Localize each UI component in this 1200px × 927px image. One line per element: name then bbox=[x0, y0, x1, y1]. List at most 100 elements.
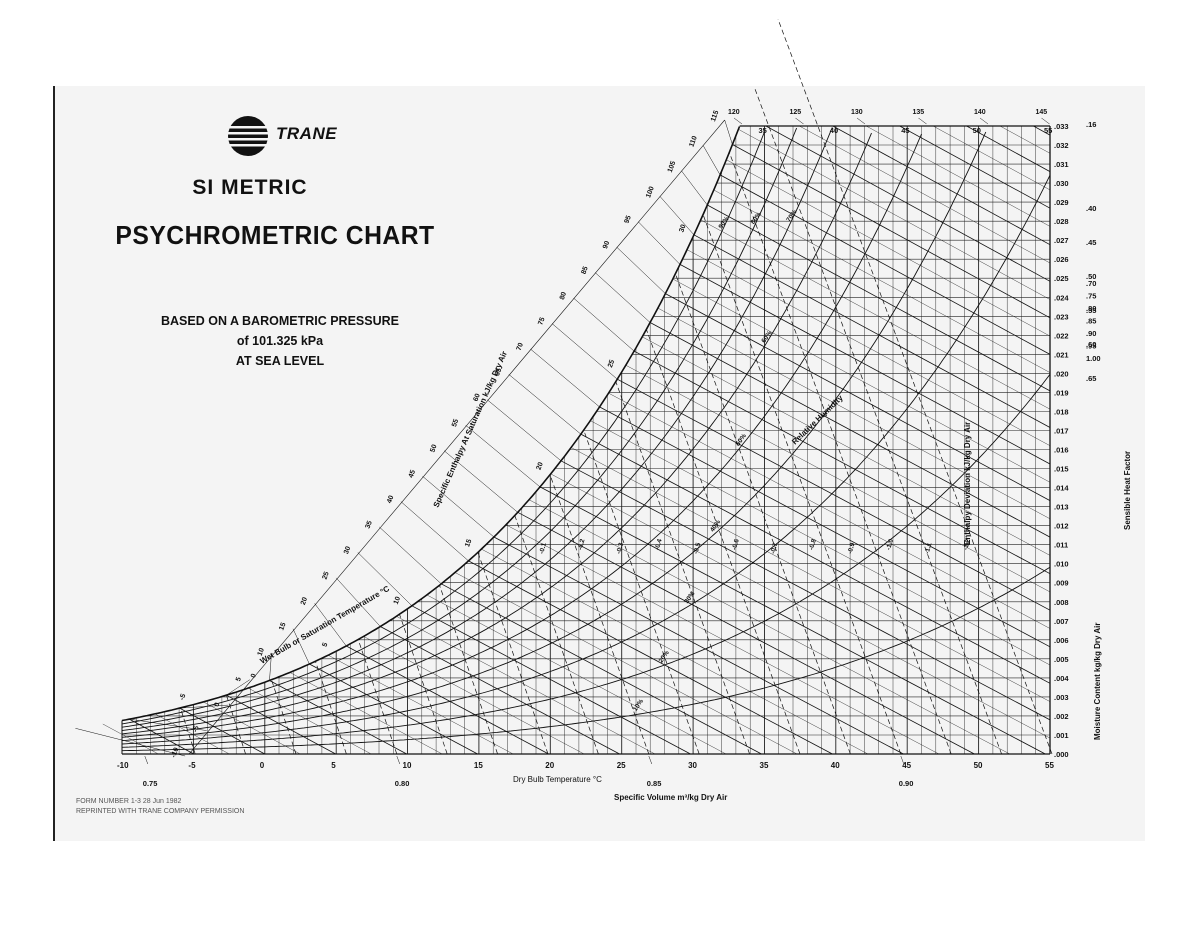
y-tick-label: .007 bbox=[1054, 617, 1069, 626]
lines-layer bbox=[75, 18, 1053, 765]
enthalpy-scale-tick bbox=[336, 577, 381, 627]
enthalpy-line bbox=[642, 336, 1051, 556]
enthalpy-scale-tick bbox=[129, 718, 207, 731]
shf-label: .50 bbox=[1086, 272, 1096, 281]
enthalpy-line bbox=[328, 655, 514, 755]
enthalpy-line bbox=[289, 672, 443, 755]
enthalpy-line bbox=[411, 605, 691, 755]
wetbulb-label: -5 bbox=[179, 693, 188, 701]
enthalpy-deviation-label: -0.7 bbox=[770, 542, 780, 555]
enthalpy-scale-tick bbox=[681, 170, 708, 206]
enthalpy-scale-label: -10 bbox=[170, 747, 180, 759]
y-tick-label: .027 bbox=[1054, 236, 1069, 245]
enthalpy-line bbox=[426, 594, 727, 755]
enthalpy-line bbox=[550, 473, 1051, 739]
top-enthalpy-tick bbox=[795, 117, 804, 125]
enthalpy-scale-tick bbox=[443, 450, 518, 513]
y-tick-label: .024 bbox=[1054, 293, 1069, 302]
x-tick-label: 0 bbox=[260, 761, 265, 770]
shf-label: .16 bbox=[1086, 120, 1096, 129]
shf-label: .70 bbox=[1086, 279, 1096, 288]
wetbulb-label: 0 bbox=[250, 673, 258, 679]
enthalpy-line bbox=[493, 536, 904, 755]
enthalpy-scale-tick bbox=[400, 501, 469, 562]
enthalpy-scale-tick bbox=[638, 221, 681, 265]
enthalpy-scale-tick bbox=[551, 323, 618, 380]
enthalpy-line bbox=[269, 680, 407, 755]
top-enthalpy-tick bbox=[856, 117, 866, 125]
y-tick-label: .008 bbox=[1054, 598, 1069, 607]
volume-tick bbox=[648, 755, 653, 765]
y-tick-label: .023 bbox=[1054, 312, 1069, 321]
enthalpy-line bbox=[649, 322, 1051, 538]
enthalpy-scale-label: 40 bbox=[386, 494, 395, 504]
specific-volume-line bbox=[646, 329, 801, 755]
enthalpy-line bbox=[226, 694, 336, 755]
top-enthalpy-tick bbox=[733, 117, 743, 125]
enthalpy-scale-tick bbox=[659, 196, 695, 235]
enthalpy-line bbox=[346, 645, 549, 755]
top-temp-label: 50 bbox=[973, 126, 981, 135]
enthalpy-line bbox=[539, 486, 1046, 755]
enthalpy-deviation-title: Enthalpy Deviation kJ/kg Dry Air bbox=[963, 422, 972, 545]
enthalpy-scale-label: 60 bbox=[473, 393, 482, 403]
brand-name: TRANE bbox=[276, 124, 338, 143]
volume-tick bbox=[144, 755, 149, 765]
y-tick-label: .003 bbox=[1054, 693, 1069, 702]
top-enthalpy-label: 130 bbox=[851, 109, 863, 116]
enthalpy-line bbox=[999, 125, 1051, 154]
y-tick-label: .028 bbox=[1054, 217, 1069, 226]
enthalpy-scale-label: 95 bbox=[624, 215, 633, 225]
enthalpy-line bbox=[528, 499, 1010, 755]
pressure-note-line2: of 101.325 kPa bbox=[236, 334, 324, 348]
wetbulb-label: 30 bbox=[678, 224, 687, 234]
x-tick-label: 25 bbox=[617, 761, 626, 770]
relative-humidity-curve bbox=[121, 131, 987, 742]
enthalpy-line bbox=[966, 125, 1051, 172]
x-tick-label: 45 bbox=[902, 761, 911, 770]
enthalpy-line bbox=[933, 125, 1051, 191]
shf-axis-title: Sensible Heat Factor bbox=[1123, 451, 1132, 530]
x-tick-label: -5 bbox=[188, 761, 196, 770]
relative-humidity-curve bbox=[121, 566, 1051, 752]
specific-volume-line bbox=[728, 152, 952, 755]
enthalpy-line bbox=[580, 433, 1051, 684]
enthalpy-scale-tick bbox=[465, 425, 541, 488]
form-number: FORM NUMBER 1-3 28 Jun 1982 bbox=[76, 798, 182, 805]
relative-humidity-label: 10% bbox=[632, 698, 645, 713]
enthalpy-deviation-label: -0.3 bbox=[615, 542, 625, 555]
y-tick-label: .005 bbox=[1054, 655, 1069, 664]
shf-label: .45 bbox=[1086, 238, 1096, 247]
y-tick-label: .006 bbox=[1054, 636, 1069, 645]
enthalpy-deviation-label: -0.8 bbox=[808, 538, 818, 551]
y-tick-label: .018 bbox=[1054, 408, 1069, 417]
enthalpy-line bbox=[700, 219, 1051, 410]
top-temp-label: 45 bbox=[901, 126, 909, 135]
y-tick-label: .020 bbox=[1054, 369, 1069, 378]
enthalpy-scale-tick bbox=[292, 628, 310, 665]
enthalpy-line bbox=[560, 460, 1051, 721]
chart-title-line2: PSYCHROMETRIC CHART bbox=[115, 220, 435, 250]
enthalpy-scale-label: 90 bbox=[602, 240, 611, 250]
enthalpy-deviation-label: -0.9 bbox=[847, 542, 857, 555]
top-enthalpy-label: 140 bbox=[974, 109, 986, 116]
y-tick-label: .013 bbox=[1054, 503, 1069, 512]
enthalpy-scale-label: 20 bbox=[300, 596, 309, 606]
enthalpy-line bbox=[505, 524, 939, 755]
x-axis-title: Dry Bulb Temperature °C bbox=[513, 775, 602, 784]
specific-volume-line bbox=[675, 273, 851, 755]
trane-logo: TRANE bbox=[226, 114, 356, 158]
enthalpy-scale-label: 0 bbox=[214, 702, 222, 708]
enthalpy-line bbox=[719, 174, 1051, 355]
pressure-note-line3: AT SEA LEVEL bbox=[235, 354, 325, 368]
y-tick-label: .030 bbox=[1054, 179, 1069, 188]
shf-label: .90 bbox=[1086, 329, 1096, 338]
y-tick-label: .012 bbox=[1054, 522, 1069, 531]
specific-volume-line bbox=[702, 214, 902, 755]
enthalpy-line bbox=[203, 701, 301, 755]
page-edge-line bbox=[53, 86, 55, 841]
enthalpy-deviation-label: -1.0 bbox=[885, 538, 895, 551]
enthalpy-scale-tick bbox=[724, 119, 733, 145]
enthalpy-scale-tick bbox=[357, 552, 413, 606]
wetbulb-label: 20 bbox=[536, 461, 545, 471]
